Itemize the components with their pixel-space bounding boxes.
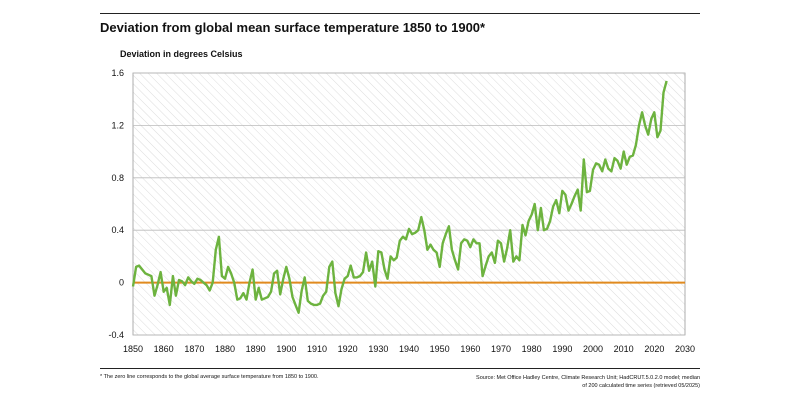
- y-tick-label: 0.8: [111, 173, 124, 183]
- x-tick-label: 1930: [368, 344, 388, 354]
- chart-frame: Deviation from global mean surface tempe…: [100, 0, 700, 400]
- top-rule: [100, 13, 700, 14]
- x-tick-label: 1900: [276, 344, 296, 354]
- y-axis-label: Deviation in degrees Celsius: [120, 49, 243, 59]
- x-tick-label: 1940: [399, 344, 419, 354]
- y-tick-label: 0: [119, 278, 124, 288]
- x-tick-label: 1950: [430, 344, 450, 354]
- y-axis-ticks: -0.4 0 0.4 0.8 1.2 1.6: [108, 68, 124, 340]
- x-tick-label: 1870: [184, 344, 204, 354]
- x-tick-label: 1880: [215, 344, 235, 354]
- x-tick-label: 1910: [307, 344, 327, 354]
- x-tick-label: 2000: [583, 344, 603, 354]
- x-tick-label: 1970: [491, 344, 511, 354]
- x-tick-label: 1860: [154, 344, 174, 354]
- x-tick-label: 2020: [644, 344, 664, 354]
- x-tick-label: 1850: [123, 344, 143, 354]
- footnote: * The zero line corresponds to the globa…: [100, 374, 319, 380]
- bottom-rule: [100, 368, 700, 369]
- x-tick-label: 2010: [614, 344, 634, 354]
- x-tick-label: 1960: [460, 344, 480, 354]
- y-tick-label: -0.4: [108, 330, 124, 340]
- source-line-1: Source: Met Office Hadley Centre, Climat…: [476, 375, 700, 381]
- y-tick-label: 1.6: [111, 68, 124, 78]
- x-axis-ticks: 1850 1860 1870 1880 1890 1900 1910 1920 1930 1940…: [123, 344, 695, 354]
- y-tick-label: 1.2: [111, 120, 124, 130]
- chart-title: Deviation from global mean surface tempe…: [100, 20, 486, 35]
- source-note: Source: Met Office Hadley Centre, Climat…: [476, 374, 700, 390]
- x-tick-label: 1890: [246, 344, 266, 354]
- x-tick-label: 1980: [522, 344, 542, 354]
- series-line-temperature-deviation: [131, 80, 668, 314]
- y-tick-label: 0.4: [111, 225, 124, 235]
- x-tick-label: 1920: [338, 344, 358, 354]
- x-tick-label: 2030: [675, 344, 695, 354]
- source-line-2: of 200 calculated time series (retrieved…: [582, 383, 700, 389]
- line-chart: -0.4 0 0.4 0.8 1.2 1.6 1850 1860 1870 1880 1890 19…: [108, 68, 695, 354]
- plot-area: [132, 72, 686, 336]
- x-tick-label: 1990: [552, 344, 572, 354]
